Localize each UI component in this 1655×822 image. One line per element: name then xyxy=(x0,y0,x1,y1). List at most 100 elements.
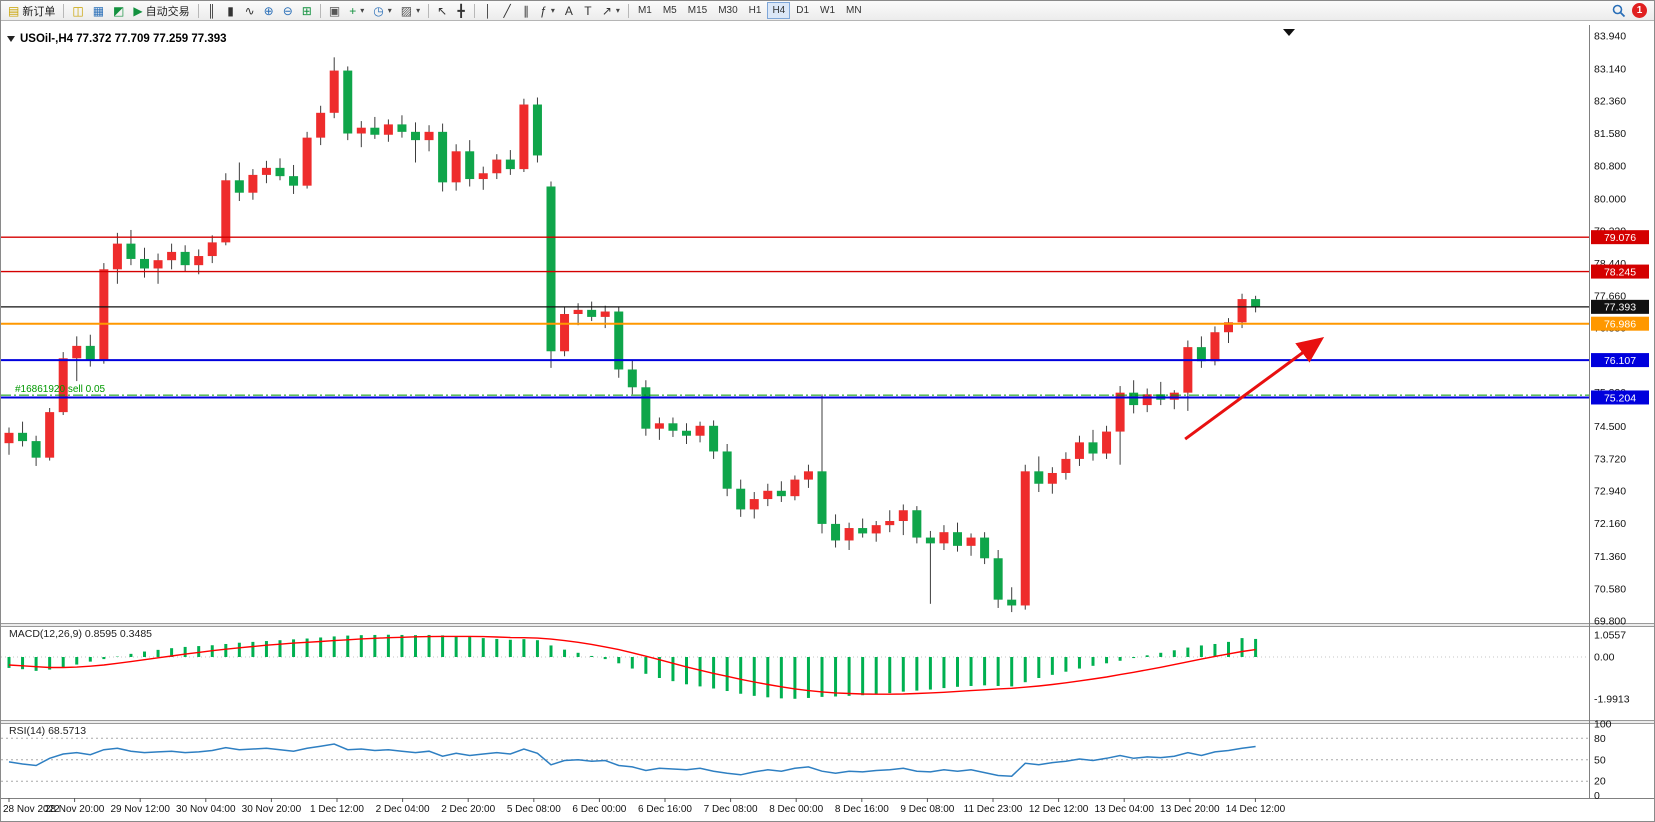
fibonacci-tool-button[interactable]: ƒ ▾ xyxy=(536,2,559,19)
autotrading-button[interactable]: ▶ 自动交易 xyxy=(129,2,193,19)
price-axis[interactable]: 83.94083.14082.36081.58080.80080.00079.2… xyxy=(1591,30,1649,802)
tile-windows-button[interactable]: ⊞ xyxy=(298,2,316,19)
svg-text:-1.9913: -1.9913 xyxy=(1594,693,1630,705)
data-window-button[interactable]: ▦ xyxy=(89,2,108,19)
chart-window[interactable]: #16861920 sell 0.05 USOil-,H4 77.372 77.7… xyxy=(1,21,1655,822)
candlestick-icon: ▮ xyxy=(227,3,234,18)
timeframe-m1-button[interactable]: M1 xyxy=(633,2,657,19)
candlestick-series[interactable] xyxy=(4,57,1261,613)
timeframe-d1-button[interactable]: D1 xyxy=(791,2,814,19)
svg-text:83.140: 83.140 xyxy=(1594,63,1626,75)
cascade-windows-button[interactable]: ▣ xyxy=(325,2,344,19)
text-tool-button[interactable]: A xyxy=(560,2,578,19)
timeframe-h4-button[interactable]: H4 xyxy=(767,2,791,19)
timeframe-h1-button[interactable]: H1 xyxy=(744,2,767,19)
chart-autoscroll-marker[interactable] xyxy=(1283,29,1295,36)
clock-icon: ◷ xyxy=(373,3,384,18)
order-line-label: #16861920 sell 0.05 xyxy=(15,384,106,395)
notifications-badge[interactable]: 1 xyxy=(1632,3,1647,18)
svg-text:28 Nov 20:00: 28 Nov 20:00 xyxy=(45,804,105,815)
timeframe-m15-button[interactable]: M15 xyxy=(683,2,712,19)
line-chart-mode-button[interactable]: ∿ xyxy=(241,2,259,19)
timeframe-m30-button[interactable]: M30 xyxy=(713,2,742,19)
svg-text:100: 100 xyxy=(1594,719,1612,731)
new-chart-icon: + xyxy=(349,3,357,18)
navigator-button[interactable]: ◩ xyxy=(109,2,128,19)
svg-text:2 Dec 04:00: 2 Dec 04:00 xyxy=(376,804,430,815)
market-watch-button[interactable]: ◫ xyxy=(68,2,87,19)
chevron-down-icon: ▾ xyxy=(550,6,555,15)
svg-text:6 Dec 00:00: 6 Dec 00:00 xyxy=(572,804,626,815)
one-click-trading-toggle[interactable] xyxy=(7,36,15,42)
horizontal-lines[interactable] xyxy=(1,236,1589,399)
arrows-icon: ↗ xyxy=(601,3,612,18)
svg-text:50: 50 xyxy=(1594,754,1606,766)
svg-text:69.800: 69.800 xyxy=(1594,616,1626,628)
bar-chart-icon: ║ xyxy=(207,3,216,18)
svg-text:30 Nov 04:00: 30 Nov 04:00 xyxy=(176,804,236,815)
trendline-tool-button[interactable]: ╱ xyxy=(498,2,516,19)
zoom-in-icon: ⊕ xyxy=(263,3,274,18)
market-watch-icon: ◫ xyxy=(72,3,84,18)
svg-text:20: 20 xyxy=(1594,776,1606,788)
vertical-line-icon: │ xyxy=(484,3,492,18)
main-toolbar: ▤ 新订单 ◫ ▦ ◩ ▶ 自动交易 ║ ▮ ∿ ⊕ ⊖ ⊞ ▣ + ▾ ◷ ▾ ▨… xyxy=(1,1,1654,21)
search-icon[interactable] xyxy=(1612,4,1626,18)
pane-separator-macd[interactable] xyxy=(1,623,1655,627)
arrows-tool-button[interactable]: ↗ ▾ xyxy=(598,2,624,19)
cursor-tool-button[interactable]: ↖ xyxy=(433,2,451,19)
new-order-button[interactable]: ▤ 新订单 xyxy=(4,2,59,19)
label-icon: T xyxy=(584,3,592,18)
zoom-in-button[interactable]: ⊕ xyxy=(260,2,278,19)
toolbar-separator xyxy=(319,3,321,18)
svg-text:0: 0 xyxy=(1594,790,1600,802)
timeframe-m5-button[interactable]: M5 xyxy=(658,2,682,19)
svg-text:78.245: 78.245 xyxy=(1604,266,1636,278)
chart-canvas[interactable]: #16861920 sell 0.05 USOil-,H4 77.372 77.7… xyxy=(1,21,1655,822)
chevron-down-icon: ▾ xyxy=(360,6,365,15)
vertical-line-tool-button[interactable]: │ xyxy=(479,2,497,19)
channel-icon: ∥ xyxy=(523,3,530,18)
bar-chart-mode-button[interactable]: ║ xyxy=(203,2,221,19)
zoom-out-button[interactable]: ⊖ xyxy=(279,2,297,19)
svg-text:75.204: 75.204 xyxy=(1604,392,1636,404)
zoom-out-icon: ⊖ xyxy=(282,3,293,18)
price-level-badge xyxy=(1591,353,1649,368)
rsi-pane[interactable]: RSI(14) 68.5713 xyxy=(1,725,1589,782)
svg-text:28 Nov 2022: 28 Nov 2022 xyxy=(3,804,60,815)
new-chart-button[interactable]: + ▾ xyxy=(345,2,368,19)
templates-button[interactable]: ▨ ▾ xyxy=(397,2,424,19)
timeframe-mn-button[interactable]: MN xyxy=(841,2,867,19)
trend-arrow[interactable] xyxy=(1184,336,1325,441)
timeframe-w1-button[interactable]: W1 xyxy=(815,2,840,19)
svg-text:80: 80 xyxy=(1594,733,1606,745)
price-level-badge xyxy=(1591,316,1649,331)
new-order-icon: ▤ xyxy=(8,3,20,18)
svg-text:1 Dec 12:00: 1 Dec 12:00 xyxy=(310,804,364,815)
channel-tool-button[interactable]: ∥ xyxy=(517,2,535,19)
rsi-line xyxy=(8,743,1256,777)
svg-text:83.940: 83.940 xyxy=(1594,30,1626,42)
crosshair-tool-button[interactable]: ╋ xyxy=(452,2,470,19)
toolbar-separator xyxy=(474,3,476,18)
candlestick-mode-button[interactable]: ▮ xyxy=(222,2,240,19)
macd-label: MACD(12,26,9) 0.8595 0.3485 xyxy=(9,628,152,640)
svg-text:82.360: 82.360 xyxy=(1594,96,1626,108)
price-level-badge xyxy=(1591,299,1649,314)
svg-text:72.160: 72.160 xyxy=(1594,518,1626,530)
autotrading-icon: ▶ xyxy=(133,3,143,18)
macd-pane[interactable]: MACD(12,26,9) 0.8595 0.3485 xyxy=(1,628,1589,699)
label-tool-button[interactable]: T xyxy=(579,2,597,19)
svg-text:29 Nov 12:00: 29 Nov 12:00 xyxy=(110,804,170,815)
fibonacci-icon: ƒ xyxy=(540,3,547,18)
svg-text:12 Dec 12:00: 12 Dec 12:00 xyxy=(1029,804,1089,815)
svg-text:8 Dec 00:00: 8 Dec 00:00 xyxy=(769,804,823,815)
toolbar-separator xyxy=(63,3,65,18)
pane-separator-rsi[interactable] xyxy=(1,720,1655,724)
toolbar-separator xyxy=(197,3,199,18)
templates-icon: ▨ xyxy=(400,3,413,18)
period-selector-button[interactable]: ◷ ▾ xyxy=(369,2,396,19)
svg-text:30 Nov 20:00: 30 Nov 20:00 xyxy=(242,804,302,815)
